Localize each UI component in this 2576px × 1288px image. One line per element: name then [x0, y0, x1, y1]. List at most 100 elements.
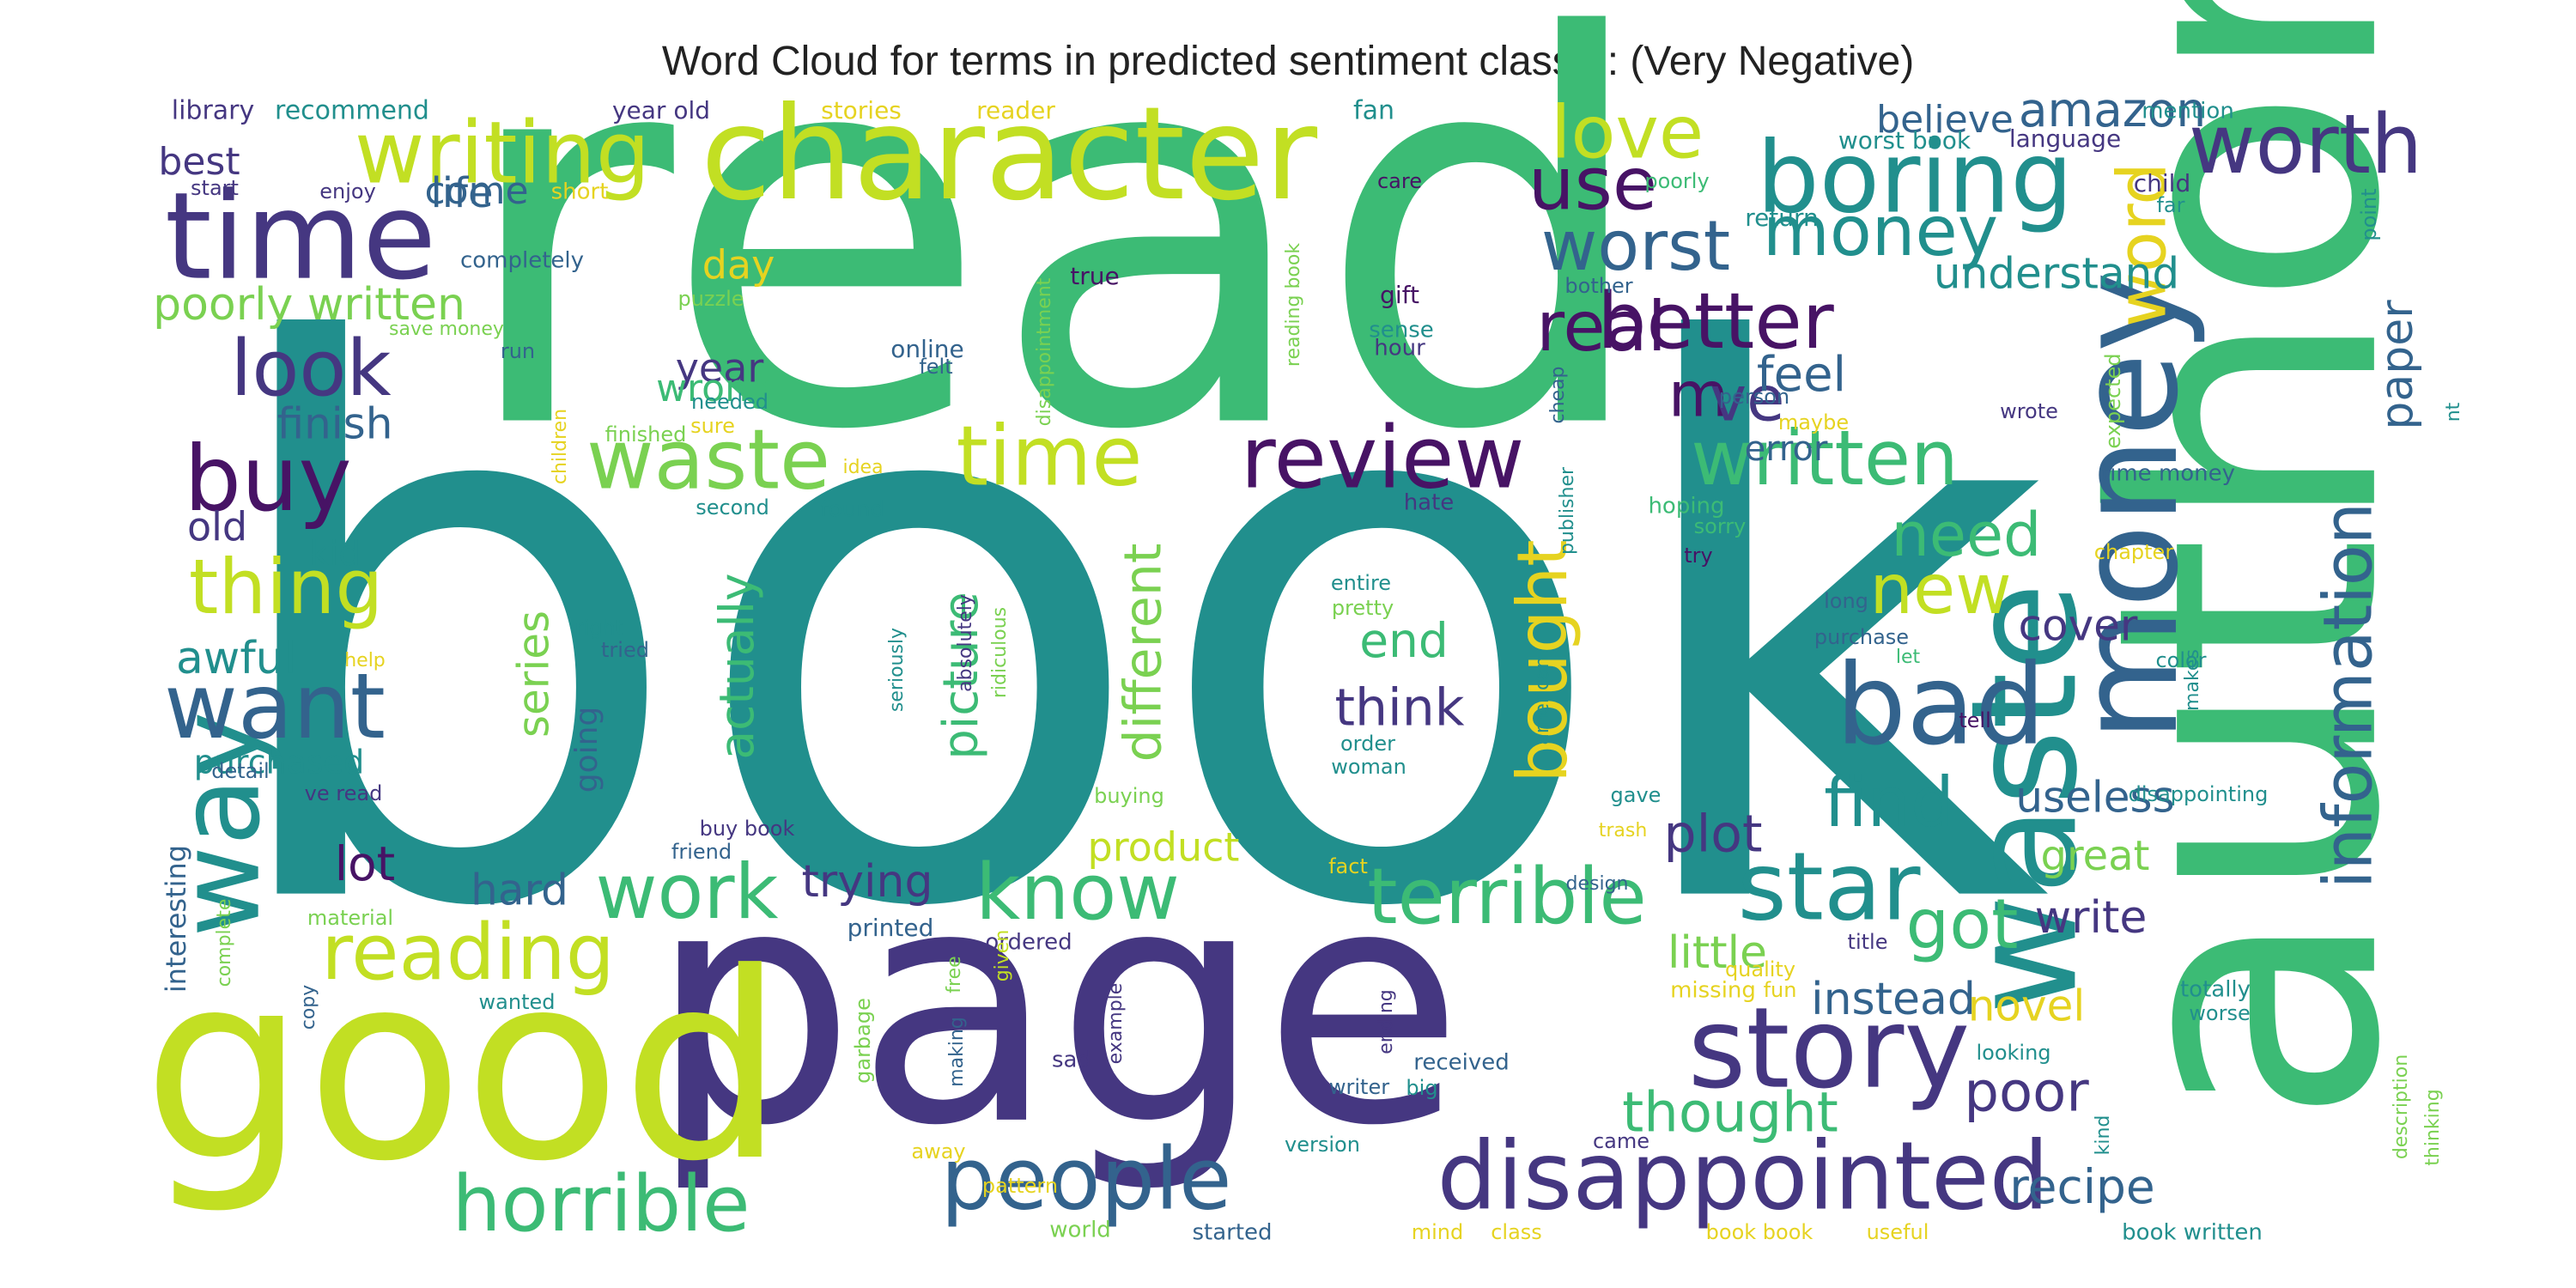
word-real: real [1536, 287, 1667, 367]
word-know: know [975, 848, 1180, 938]
word-help: help [344, 650, 386, 671]
word-ridiculous: ridiculous [989, 607, 1011, 698]
word-point: point [2357, 188, 2381, 240]
word-wanted: wanted [479, 990, 556, 1014]
word-year-old: year old [612, 96, 710, 125]
word-star: star [1737, 831, 1921, 941]
word-life: life [430, 169, 493, 217]
chart-title: Word Cloud for terms in predicted sentim… [661, 39, 1915, 84]
word-design: design [1566, 873, 1629, 895]
word-woman: woman [1331, 755, 1406, 779]
word-ve-read: ve read [305, 781, 383, 805]
word-end: end [1359, 613, 1449, 668]
word-trash: trash [1599, 820, 1648, 841]
word-buy: buy [184, 427, 351, 532]
word-fun: fun [1764, 978, 1797, 1002]
word-ve: ve [1710, 363, 1785, 435]
word-written: written [1691, 414, 1959, 502]
word-read: read [455, 0, 1654, 547]
word-online: online [890, 335, 963, 363]
word-puzzle: puzzle [677, 287, 744, 311]
word-story: story [1688, 983, 1971, 1114]
word-copy: copy [298, 985, 319, 1030]
word-long: long [1824, 589, 1868, 613]
word-actually: actually [709, 573, 764, 759]
word-boring: boring [1757, 121, 2073, 236]
word-plot: plot [1664, 805, 1763, 865]
word-care: care [1377, 169, 1422, 193]
word-hour: hour [1374, 336, 1425, 361]
word-run: run [501, 339, 535, 363]
word-got: got [1905, 884, 2018, 964]
word-buying: buying [1094, 784, 1164, 808]
word-disappointing: disappointing [2129, 782, 2269, 806]
word-pattern: pattern [982, 1174, 1058, 1198]
word-fact: fact [1328, 854, 1368, 878]
word-totally: totally [2180, 977, 2251, 1003]
word-novel: novel [1968, 981, 2086, 1031]
word-instead: instead [1811, 974, 1976, 1025]
word-author: author [2040, 0, 2460, 1127]
word-hate: hate [1404, 490, 1455, 516]
word-worse: worse [2189, 1001, 2250, 1025]
word-sorry: sorry [1694, 514, 1747, 538]
word-felt: felt [919, 355, 952, 379]
word-write: write [2035, 892, 2148, 944]
word-thinking: thinking [2422, 1089, 2444, 1165]
word-received: received [1413, 1050, 1510, 1076]
word-tried: tried [601, 638, 649, 662]
word-quality: quality [1725, 957, 1795, 981]
word-best: best [158, 140, 240, 184]
word-given: given [992, 930, 1013, 982]
word-came: came [1593, 1129, 1649, 1153]
word-great: great [2041, 832, 2150, 880]
word-seriously: seriously [886, 628, 908, 712]
word-writing: writing [355, 102, 651, 203]
word-children: children [550, 409, 571, 484]
word-terrible: terrible [1367, 852, 1647, 942]
word-color: color [2155, 648, 2206, 672]
word-making: making [946, 1017, 968, 1087]
word-reading-book: reading book [1283, 243, 1304, 367]
word-amazon: amazon [2019, 82, 2206, 137]
word-child: child [2134, 169, 2190, 197]
word-waste: waste [1940, 582, 2110, 1014]
word-purchased: purchased [194, 744, 365, 781]
word-understand: understand [1934, 249, 2179, 299]
word-material: material [307, 906, 393, 930]
word-feel: feel [1757, 347, 1846, 403]
word-poorly-written: poorly written [153, 279, 465, 331]
word-printed: printed [848, 914, 934, 942]
word-lot: lot [335, 836, 396, 891]
word-time: time [957, 408, 1143, 504]
word-far: far [2156, 193, 2184, 217]
word-save-money: save money [389, 319, 504, 340]
word-world: world [1049, 1218, 1111, 1243]
word-hoping: hoping [1648, 494, 1724, 519]
word-big: big [1406, 1076, 1437, 1100]
word-class: class [1491, 1220, 1542, 1244]
word-time: time [165, 167, 436, 307]
word-thing: thing [189, 543, 383, 631]
word-disappointed: disappointed [1437, 1121, 2050, 1230]
word-short: short [551, 179, 609, 205]
word-started: started [1192, 1220, 1272, 1246]
word-useless: useless [2015, 773, 2174, 823]
word-example: example [1105, 983, 1127, 1065]
word-worth: worth [2189, 98, 2422, 192]
word-kind: kind [2093, 1115, 2114, 1156]
word-friend: friend [671, 840, 732, 864]
word-paper: paper [2372, 300, 2423, 430]
word-day: day [702, 242, 775, 289]
word-free: free [944, 956, 965, 993]
word-review: review [1241, 407, 1525, 507]
word-waste: waste [586, 411, 830, 507]
word-completely: completely [460, 248, 584, 274]
word-ordered: ordered [985, 930, 1072, 956]
word-mention: mention [2142, 99, 2234, 125]
word-trying: trying [802, 856, 933, 908]
word-finish: finish [277, 399, 393, 449]
word-think: think [1335, 678, 1465, 738]
word-gave: gave [1611, 783, 1662, 807]
